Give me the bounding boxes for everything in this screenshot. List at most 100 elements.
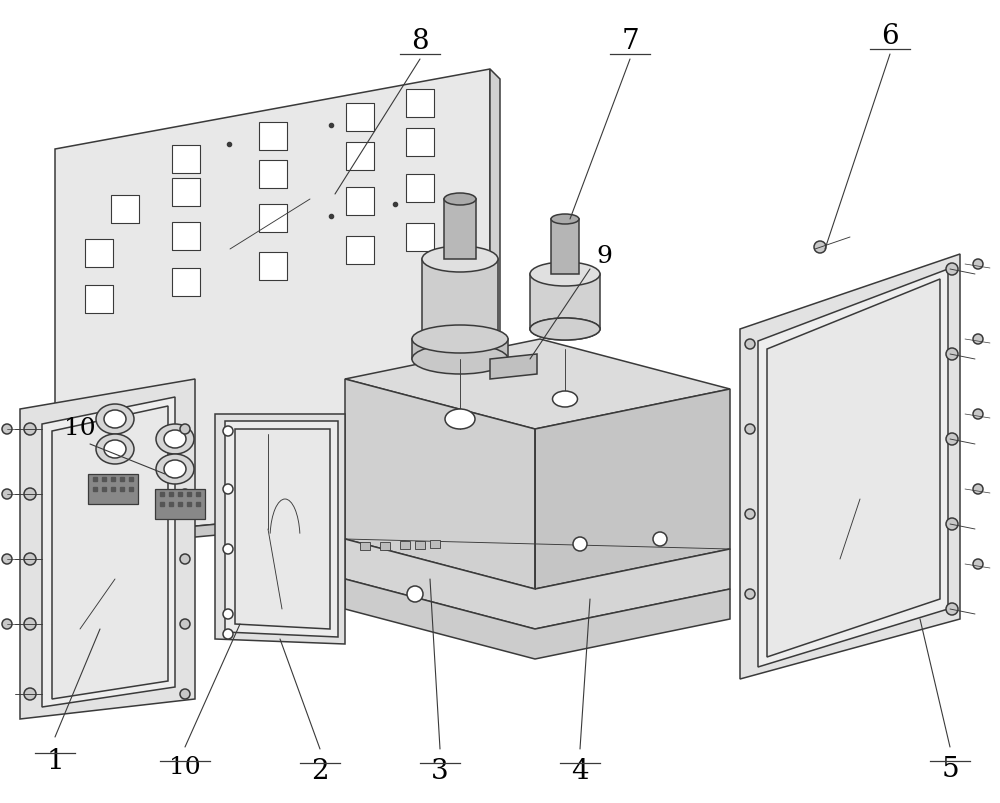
Bar (380, 542, 390, 550)
Text: 2: 2 (311, 757, 329, 784)
Polygon shape (215, 414, 345, 644)
Text: 10: 10 (64, 417, 96, 439)
Polygon shape (172, 269, 200, 297)
Circle shape (946, 603, 958, 615)
Polygon shape (422, 259, 498, 340)
Ellipse shape (104, 441, 126, 459)
Circle shape (223, 426, 233, 437)
Ellipse shape (156, 425, 194, 454)
Circle shape (2, 425, 12, 434)
Polygon shape (535, 389, 730, 589)
Circle shape (2, 554, 12, 565)
Polygon shape (345, 579, 730, 659)
Circle shape (223, 630, 233, 639)
Circle shape (973, 410, 983, 419)
Circle shape (653, 532, 667, 546)
Ellipse shape (164, 430, 186, 448)
Polygon shape (172, 179, 200, 206)
Bar (430, 540, 440, 548)
Circle shape (2, 489, 12, 499)
Text: 5: 5 (941, 755, 959, 782)
Ellipse shape (551, 214, 579, 225)
Polygon shape (258, 205, 287, 233)
Ellipse shape (422, 247, 498, 273)
Ellipse shape (422, 328, 498, 352)
Circle shape (180, 489, 190, 499)
Polygon shape (412, 340, 508, 360)
Polygon shape (172, 145, 200, 173)
Bar (415, 541, 425, 549)
Ellipse shape (96, 405, 134, 434)
Polygon shape (406, 174, 434, 202)
Circle shape (180, 689, 190, 699)
Polygon shape (406, 90, 434, 118)
Circle shape (2, 619, 12, 630)
Circle shape (973, 335, 983, 344)
Circle shape (24, 488, 36, 500)
Polygon shape (235, 430, 330, 630)
Circle shape (946, 434, 958, 446)
Polygon shape (84, 239, 112, 267)
Polygon shape (406, 128, 434, 157)
Polygon shape (55, 499, 500, 549)
Polygon shape (111, 196, 139, 223)
Ellipse shape (164, 460, 186, 479)
Circle shape (24, 553, 36, 565)
Circle shape (24, 688, 36, 700)
Circle shape (223, 484, 233, 495)
Circle shape (223, 544, 233, 554)
Bar (400, 541, 410, 549)
Circle shape (973, 484, 983, 495)
Circle shape (745, 589, 755, 599)
Polygon shape (490, 355, 537, 380)
Polygon shape (406, 224, 434, 252)
Polygon shape (258, 253, 287, 281)
Polygon shape (346, 142, 374, 170)
Polygon shape (172, 222, 200, 251)
Bar (88, 475, 138, 504)
Polygon shape (258, 123, 287, 151)
Circle shape (24, 423, 36, 435)
Ellipse shape (104, 410, 126, 429)
Polygon shape (490, 70, 500, 509)
Circle shape (573, 537, 587, 552)
Polygon shape (346, 188, 374, 216)
Polygon shape (530, 275, 600, 329)
Text: 3: 3 (431, 757, 449, 784)
Ellipse shape (530, 263, 600, 287)
Circle shape (180, 554, 190, 565)
Circle shape (946, 519, 958, 530)
Circle shape (946, 349, 958, 361)
Text: 1: 1 (46, 747, 64, 774)
Polygon shape (758, 270, 948, 667)
Circle shape (745, 340, 755, 349)
Polygon shape (740, 255, 960, 679)
Polygon shape (20, 380, 195, 719)
Ellipse shape (445, 410, 475, 430)
Polygon shape (345, 380, 535, 589)
Circle shape (745, 509, 755, 520)
Ellipse shape (530, 319, 600, 340)
Circle shape (745, 425, 755, 434)
Circle shape (223, 609, 233, 619)
Bar (155, 489, 205, 520)
Text: 9: 9 (596, 245, 612, 267)
Text: 4: 4 (571, 757, 589, 784)
Ellipse shape (412, 325, 508, 353)
Ellipse shape (96, 434, 134, 464)
Bar (360, 542, 370, 550)
Polygon shape (345, 340, 730, 430)
Ellipse shape (530, 319, 600, 340)
Polygon shape (42, 397, 175, 707)
Circle shape (180, 425, 190, 434)
Circle shape (814, 242, 826, 254)
Text: 7: 7 (621, 28, 639, 55)
Polygon shape (225, 422, 338, 638)
Polygon shape (767, 279, 940, 657)
Text: 8: 8 (411, 28, 429, 55)
Ellipse shape (444, 194, 476, 206)
Polygon shape (551, 220, 579, 275)
Ellipse shape (156, 454, 194, 484)
Polygon shape (52, 406, 168, 699)
Polygon shape (55, 70, 490, 540)
